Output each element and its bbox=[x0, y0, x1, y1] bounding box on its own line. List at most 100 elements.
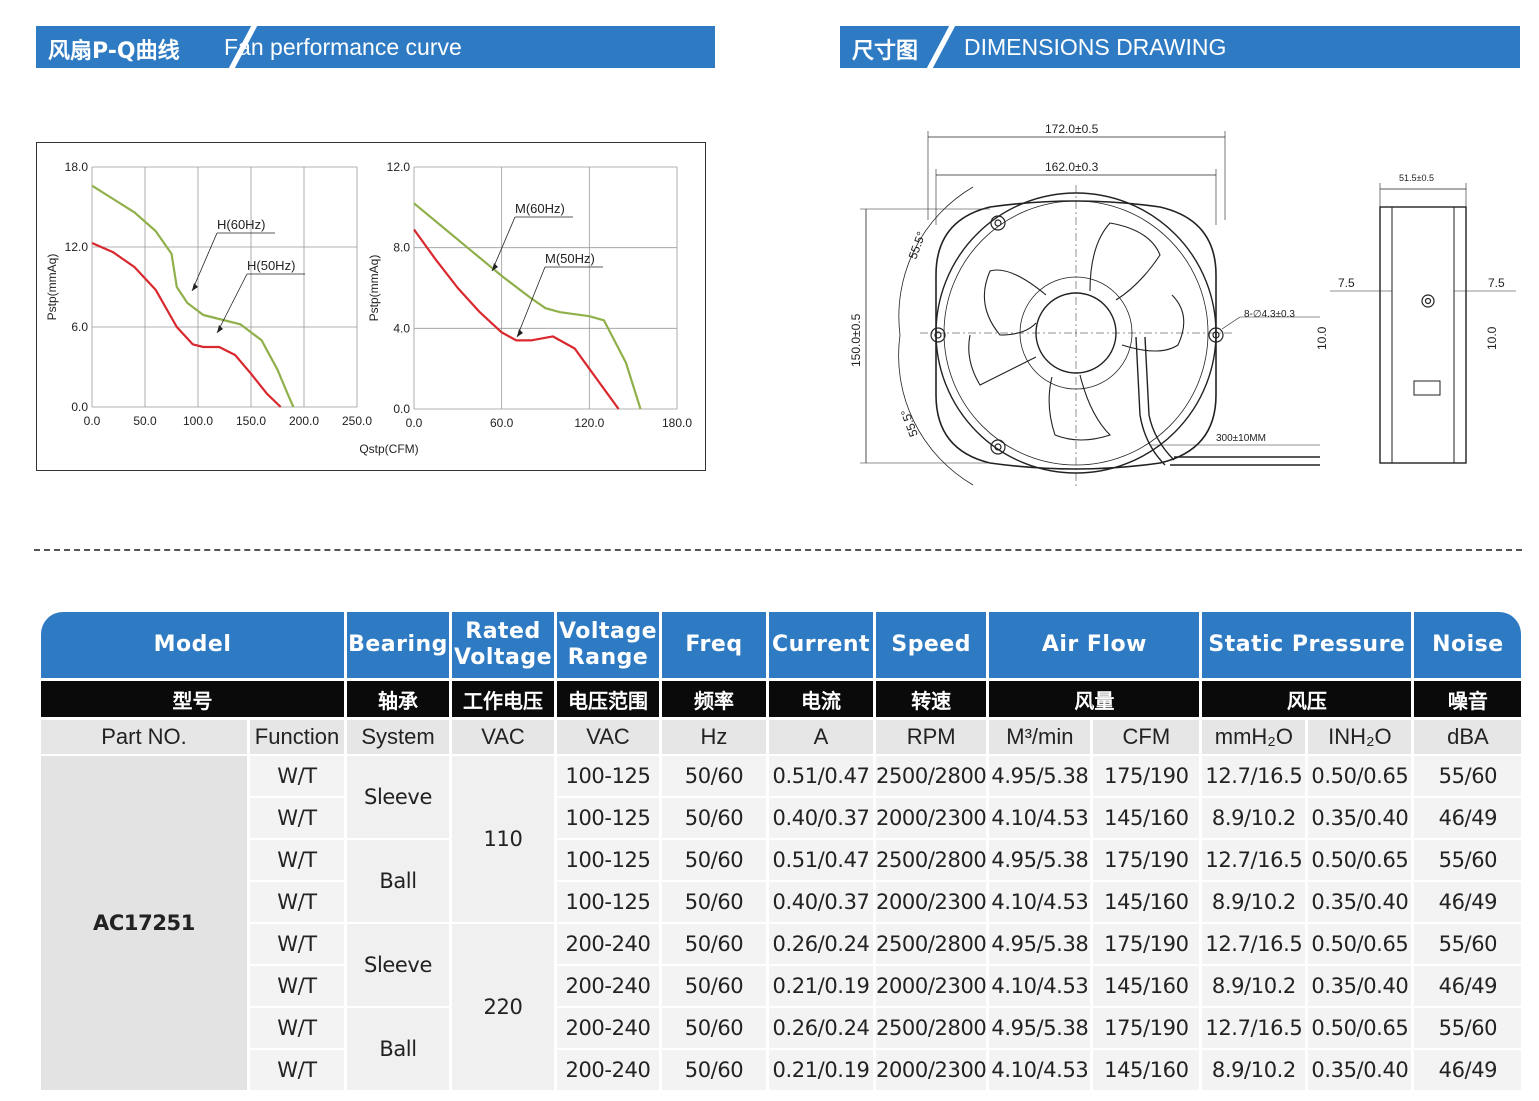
unit-current: A bbox=[769, 720, 873, 754]
unit-press-in: INH₂O bbox=[1308, 720, 1412, 754]
current-cell: 0.21/0.19 bbox=[769, 1048, 873, 1090]
header-zh-pressure: 风压 bbox=[1202, 678, 1412, 720]
unit-part: Part NO. bbox=[41, 720, 247, 754]
header-zh-range: 电压范围 bbox=[557, 678, 659, 720]
header-zh-model: 型号 bbox=[41, 678, 344, 720]
noise-cell: 46/49 bbox=[1414, 796, 1522, 838]
annotation-arrowhead bbox=[217, 325, 223, 333]
mmh2o-cell: 12.7/16.5 bbox=[1202, 922, 1306, 964]
m3-cell: 4.10/4.53 bbox=[989, 964, 1091, 1006]
series-line-H(50Hz) bbox=[91, 241, 282, 408]
series-annotation: H(60Hz) bbox=[217, 217, 265, 232]
x-tick-label: 200.0 bbox=[289, 414, 319, 428]
table-row: W/T Ball 100-125 50/60 0.51/0.47 2500/2800 4.9… bbox=[41, 838, 1522, 922]
speed-cell: 2000/2300 bbox=[876, 1048, 987, 1090]
speed-cell: 2000/2300 bbox=[876, 880, 987, 922]
m3-cell: 4.10/4.53 bbox=[989, 880, 1091, 922]
inh2o-cell: 0.50/0.65 bbox=[1308, 838, 1412, 880]
noise-cell: 46/49 bbox=[1414, 1048, 1522, 1090]
dim-height: 150.0±0.5 bbox=[849, 313, 863, 367]
pq-title-zh: 风扇P-Q曲线 bbox=[48, 39, 180, 64]
header-rated-voltage: Rated Voltage bbox=[452, 612, 554, 678]
dim-side-h-left: 10.0 bbox=[1315, 326, 1329, 350]
range-cell: 200-240 bbox=[557, 1006, 659, 1048]
unit-freq: Hz bbox=[662, 720, 766, 754]
cfm-cell: 145/160 bbox=[1093, 796, 1200, 838]
inh2o-cell: 0.35/0.40 bbox=[1308, 1048, 1412, 1090]
dim-side-h-right: 10.0 bbox=[1485, 326, 1499, 350]
m3-cell: 4.10/4.53 bbox=[989, 1048, 1091, 1090]
cfm-cell: 175/190 bbox=[1093, 838, 1200, 880]
unit-range: VAC bbox=[557, 720, 659, 754]
side-bearing-icon bbox=[1421, 294, 1435, 308]
table-row: AC17251 W/T Sleeve 110 100-125 50/60 0.51/0.47… bbox=[41, 754, 1522, 1090]
current-cell: 0.26/0.24 bbox=[769, 1006, 873, 1048]
dim-lead-length: 300±10MM bbox=[1216, 433, 1266, 444]
function-cell: W/T bbox=[250, 880, 344, 922]
function-cell: W/T bbox=[250, 796, 344, 838]
pq-chart-frame: 0.0 50.0 100.0 150.0 200.0 250.0 0.0 6.0 12.0 18.… bbox=[36, 142, 706, 471]
cfm-cell: 145/160 bbox=[1093, 1048, 1200, 1090]
header-speed: Speed bbox=[876, 612, 987, 678]
inh2o-cell: 0.50/0.65 bbox=[1308, 754, 1412, 796]
pq-charts: 0.0 50.0 100.0 150.0 200.0 250.0 0.0 6.0 12.0 18.… bbox=[45, 160, 692, 456]
table-row: W/T 100-125 50/60 0.40/0.37 2000/2300 4.10/4.… bbox=[41, 796, 1522, 838]
current-cell: 0.51/0.47 bbox=[769, 838, 873, 880]
header-bearing: Bearing bbox=[347, 612, 449, 678]
pq-section-header: 风扇P-Q曲线 Fan performance curve bbox=[36, 26, 715, 68]
inh2o-cell: 0.35/0.40 bbox=[1308, 796, 1412, 838]
table-row: W/T Ball 200-240 50/60 0.26/0.24 2500/2800 4.9… bbox=[41, 1006, 1522, 1090]
range-cell: 100-125 bbox=[557, 796, 659, 838]
annotation-arrowhead bbox=[192, 283, 198, 291]
series-line-H(60Hz) bbox=[91, 184, 295, 408]
unit-flow-m3: M³/min bbox=[989, 720, 1091, 754]
y-tick-label: 6.0 bbox=[71, 320, 88, 334]
series-annotation: H(50Hz) bbox=[247, 258, 295, 273]
speed-cell: 2500/2800 bbox=[876, 838, 987, 880]
dim-title-zh: 尺寸图 bbox=[852, 39, 919, 64]
y-tick-label: 0.0 bbox=[393, 402, 410, 416]
dim-outer-width: 172.0±0.5 bbox=[1045, 122, 1099, 136]
speed-cell: 2500/2800 bbox=[876, 922, 987, 964]
mmh2o-cell: 8.9/10.2 bbox=[1202, 796, 1306, 838]
range-cell: 100-125 bbox=[557, 838, 659, 880]
y-axis-label: Pstp(mmAq) bbox=[45, 254, 59, 321]
header-row-zh: 型号 轴承 工作电压 电压范围 频率 电流 转速 风量 风压 噪音 bbox=[41, 678, 1522, 720]
header-zh-rated: 工作电压 bbox=[452, 678, 554, 720]
mmh2o-cell: 12.7/16.5 bbox=[1202, 1006, 1306, 1048]
unit-system: System bbox=[347, 720, 449, 754]
header-zh-speed: 转速 bbox=[876, 678, 987, 720]
range-cell: 200-240 bbox=[557, 1048, 659, 1090]
mmh2o-cell: 8.9/10.2 bbox=[1202, 964, 1306, 1006]
table-row: W/T 200-240 50/60 0.21/0.19 2000/2300 4.10/4.… bbox=[41, 964, 1522, 1006]
bearing-cell: Ball bbox=[347, 838, 449, 922]
unit-press-mm: mmH₂O bbox=[1202, 720, 1306, 754]
cfm-cell: 175/190 bbox=[1093, 754, 1200, 796]
unit-function: Function bbox=[250, 720, 344, 754]
x-tick-label: 120.0 bbox=[574, 416, 604, 430]
series-annotation: M(50Hz) bbox=[545, 251, 595, 266]
cfm-cell: 145/160 bbox=[1093, 880, 1200, 922]
inh2o-cell: 0.50/0.65 bbox=[1308, 1006, 1412, 1048]
header-zh-bearing: 轴承 bbox=[347, 678, 449, 720]
unit-speed: RPM bbox=[876, 720, 987, 754]
freq-cell: 50/60 bbox=[662, 964, 766, 1006]
noise-cell: 46/49 bbox=[1414, 964, 1522, 1006]
dim-angle-bottom: 55.5° bbox=[898, 407, 921, 438]
pq-title-en: Fan performance curve bbox=[224, 34, 462, 60]
noise-cell: 55/60 bbox=[1414, 922, 1522, 964]
speed-cell: 2000/2300 bbox=[876, 964, 987, 1006]
section-divider bbox=[34, 549, 1522, 551]
function-cell: W/T bbox=[250, 838, 344, 880]
units-row: Part NO. Function System VAC VAC Hz A RP… bbox=[41, 720, 1522, 754]
m3-cell: 4.95/5.38 bbox=[989, 754, 1091, 796]
fan-side-view bbox=[1379, 206, 1467, 464]
current-cell: 0.40/0.37 bbox=[769, 796, 873, 838]
header-current: Current bbox=[769, 612, 873, 678]
dim-section-header: 尺寸图 DIMENSIONS DRAWING bbox=[840, 26, 1520, 68]
inh2o-cell: 0.35/0.40 bbox=[1308, 880, 1412, 922]
m3-cell: 4.95/5.38 bbox=[989, 838, 1091, 880]
table-row: W/T 200-240 50/60 0.21/0.19 2000/2300 4.10/4.… bbox=[41, 1048, 1522, 1090]
function-cell: W/T bbox=[250, 1048, 344, 1090]
speed-cell: 2000/2300 bbox=[876, 796, 987, 838]
